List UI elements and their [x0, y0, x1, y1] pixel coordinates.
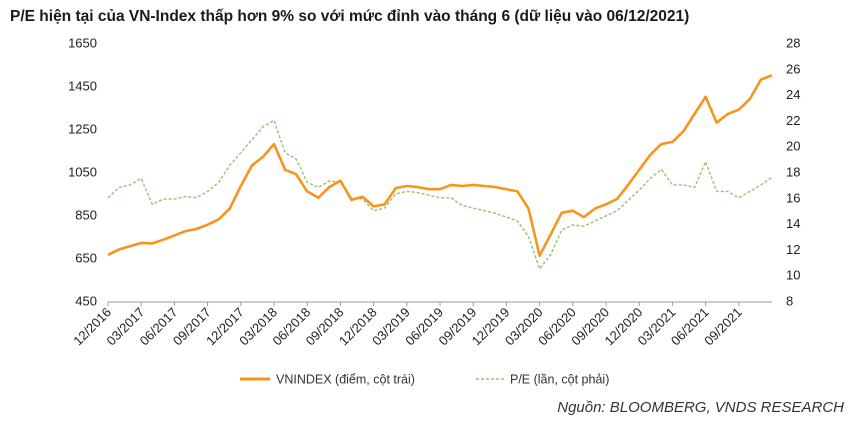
right-tick-label: 26 [786, 61, 800, 76]
source-note: Nguồn: BLOOMBERG, VNDS RESEARCH [557, 399, 844, 416]
left-tick-label: 450 [75, 294, 97, 309]
vnindex-series-line [107, 74, 773, 258]
pe-series-line [107, 119, 773, 270]
legend-label-pe: P/E (lần, cột phải) [510, 373, 609, 387]
left-tick-label: 1250 [68, 122, 97, 137]
left-tick-label: 850 [75, 208, 97, 223]
left-tick-label: 1050 [68, 165, 97, 180]
right-tick-label: 28 [786, 36, 800, 51]
left-tick-label: 1450 [68, 79, 97, 94]
chart-title: P/E hiện tại của VN-Index thấp hơn 9% so… [10, 8, 690, 25]
right-tick-label: 14 [786, 216, 800, 231]
x-axis: 12/201603/201706/201709/201712/201703/20… [70, 301, 772, 348]
right-tick-label: 8 [786, 294, 793, 309]
right-tick-label: 22 [786, 113, 800, 128]
legend-label-vnindex: VNINDEX (điểm, cột trái) [276, 373, 415, 387]
right-tick-label: 20 [786, 139, 800, 154]
right-tick-label: 10 [786, 268, 800, 283]
left-tick-label: 1650 [68, 36, 97, 51]
right-axis: 8 10 12 14 16 18 20 22 24 26 28 [786, 36, 800, 309]
right-tick-label: 18 [786, 165, 800, 180]
right-tick-label: 24 [786, 87, 800, 102]
left-axis: 450 650 850 1050 1250 1450 1650 [68, 36, 97, 309]
right-tick-label: 12 [786, 242, 800, 257]
series-layer [107, 74, 773, 270]
right-tick-label: 16 [786, 190, 800, 205]
legend: VNINDEX (điểm, cột trái) P/E (lần, cột ph… [240, 373, 609, 387]
left-tick-label: 650 [75, 251, 97, 266]
